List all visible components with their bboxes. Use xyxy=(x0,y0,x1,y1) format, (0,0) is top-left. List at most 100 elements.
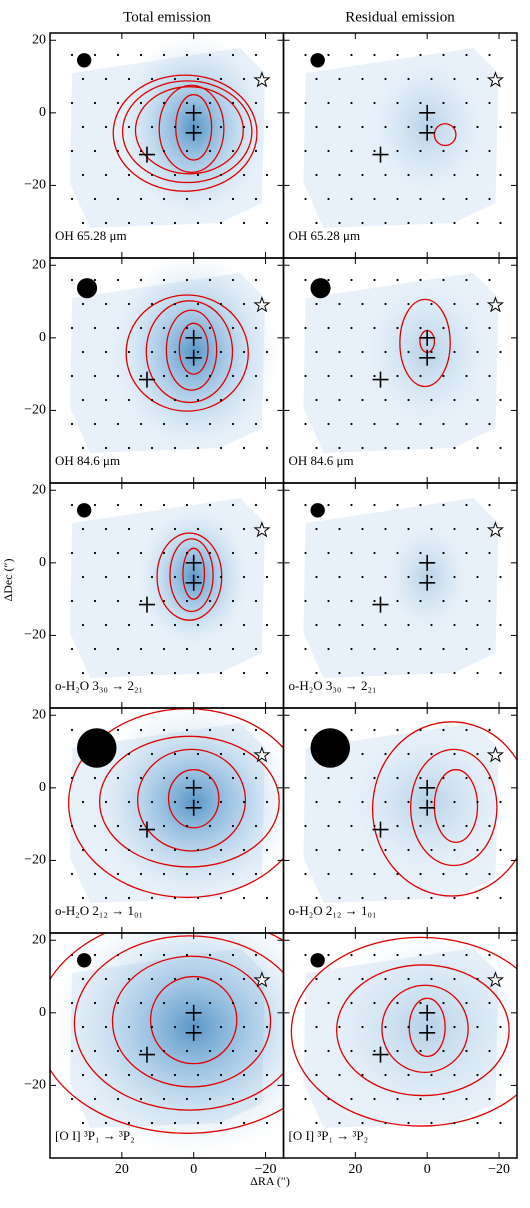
source-cross xyxy=(419,779,436,796)
source-cross xyxy=(419,799,436,816)
pointing-dot xyxy=(476,800,479,804)
pointing-dot xyxy=(315,302,318,306)
pointing-dot xyxy=(81,896,85,900)
pointing-dot xyxy=(139,1097,143,1101)
pointing-dot xyxy=(327,53,330,57)
pointing-dot xyxy=(419,53,422,57)
pointing-dot xyxy=(254,824,258,828)
pointing-dot xyxy=(219,527,223,531)
pointing-dot xyxy=(254,422,258,426)
pointing-dot xyxy=(315,1073,318,1077)
pointing-dot xyxy=(476,1025,479,1029)
pointing-dot xyxy=(465,953,468,957)
pointing-dot xyxy=(139,1001,143,1005)
pointing-dot xyxy=(242,446,246,450)
contour xyxy=(433,769,479,843)
pointing-dot xyxy=(442,1049,445,1053)
pointing-dot xyxy=(407,77,410,81)
source-cross xyxy=(185,349,202,366)
panel xyxy=(303,271,505,453)
pointing-dot xyxy=(465,374,468,378)
pointing-dot xyxy=(350,1097,353,1101)
pointing-dot xyxy=(242,896,246,900)
pointing-dot xyxy=(242,221,246,225)
pointing-dot xyxy=(430,173,433,177)
source-cross xyxy=(185,329,202,346)
pointing-dot xyxy=(384,575,387,579)
pointing-dot xyxy=(350,326,353,330)
pointing-dot xyxy=(373,197,376,201)
pointing-dot xyxy=(407,1073,410,1077)
pointing-dot xyxy=(338,221,341,225)
pointing-dot xyxy=(185,374,189,378)
pointing-dot xyxy=(254,953,258,957)
pointing-dot xyxy=(104,977,108,981)
pointing-dot xyxy=(407,623,410,627)
pointing-dot xyxy=(338,671,341,675)
pointing-dot xyxy=(396,728,399,732)
pointing-dot xyxy=(465,149,468,153)
pointing-dot xyxy=(499,1073,502,1077)
pointing-dot xyxy=(196,671,200,675)
contour xyxy=(165,309,218,391)
pointing-dot xyxy=(139,824,143,828)
beam xyxy=(77,953,92,968)
pointing-dot xyxy=(476,302,479,306)
pointing-dot xyxy=(499,896,502,900)
pointing-dot xyxy=(396,599,399,603)
pointing-dot xyxy=(127,623,131,627)
pointing-dot xyxy=(327,551,330,555)
star xyxy=(253,971,271,988)
pointing-dot xyxy=(185,422,189,426)
pointing-dot xyxy=(338,77,341,81)
pointing-dot xyxy=(104,1121,108,1125)
pointing-dot xyxy=(488,53,491,57)
pointing-dot xyxy=(162,374,166,378)
source-cross xyxy=(185,1004,202,1021)
pointing-dot xyxy=(419,278,422,282)
pointing-dot xyxy=(488,824,491,828)
pointing-dot xyxy=(407,575,410,579)
pointing-dot xyxy=(396,326,399,330)
pointing-dot xyxy=(196,977,200,981)
pointing-dot xyxy=(384,302,387,306)
pointing-dot xyxy=(173,350,177,354)
pointing-dot xyxy=(254,278,258,282)
pointing-dot xyxy=(384,1025,387,1029)
pointing-dot xyxy=(219,977,223,981)
y-tick-label: 20 xyxy=(32,482,46,497)
pointing-dot xyxy=(304,872,307,876)
pointing-dot xyxy=(231,374,235,378)
pointing-dot xyxy=(465,422,468,426)
source-cross xyxy=(138,1046,155,1063)
pointing-dot xyxy=(419,1001,422,1005)
pointing-dot xyxy=(196,221,200,225)
pointing-dot xyxy=(127,752,131,756)
pointing-dot xyxy=(127,398,131,402)
pointing-dot xyxy=(488,1097,491,1101)
pointing-dot xyxy=(162,647,166,651)
beam xyxy=(77,278,98,299)
pointing-dot xyxy=(407,173,410,177)
pointing-dot xyxy=(396,1049,399,1053)
pointing-dot xyxy=(327,422,330,426)
pointing-dot xyxy=(304,647,307,651)
pointing-dot xyxy=(338,800,341,804)
pointing-dot xyxy=(350,149,353,153)
contour xyxy=(169,538,214,613)
pointing-dot xyxy=(104,398,108,402)
pointing-dot xyxy=(361,350,364,354)
panel xyxy=(70,258,280,454)
pointing-dot xyxy=(442,1097,445,1101)
pointing-dot xyxy=(173,671,177,675)
pointing-dot xyxy=(173,125,177,129)
pointing-dot xyxy=(127,848,131,852)
pointing-dot xyxy=(116,101,120,105)
pointing-dot xyxy=(185,599,189,603)
pointing-dot xyxy=(315,125,318,129)
pointing-dot xyxy=(407,752,410,756)
pointing-dot xyxy=(476,623,479,627)
panel-label: OH 65.28 μm xyxy=(55,228,127,243)
pointing-dot xyxy=(338,350,341,354)
pointing-dot xyxy=(70,1097,74,1101)
